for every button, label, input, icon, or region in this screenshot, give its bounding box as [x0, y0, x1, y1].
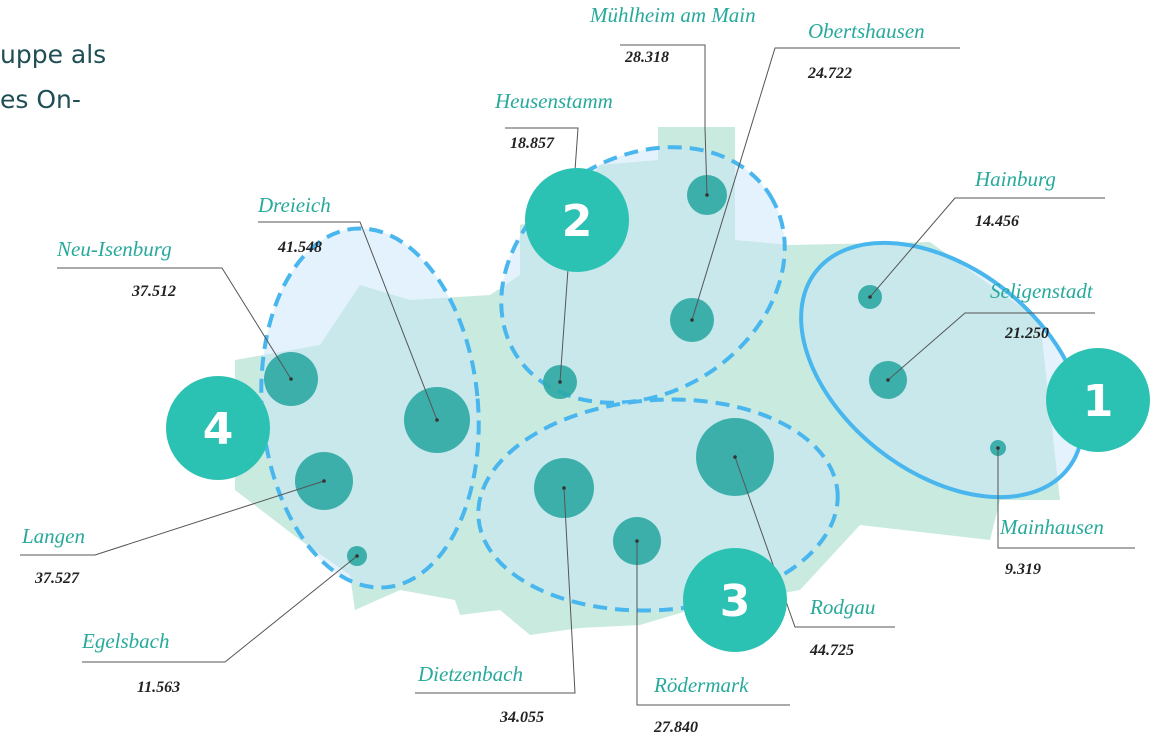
- town-population: 34.055: [499, 709, 544, 726]
- cluster-number: 2: [562, 196, 593, 247]
- cluster-number: 3: [720, 576, 751, 627]
- leader-line: [691, 47, 960, 321]
- leader-line: [869, 197, 1105, 298]
- town-name: Langen: [21, 524, 85, 548]
- cluster-badge: [683, 548, 787, 652]
- leader-line: [258, 221, 438, 421]
- cluster-badge: [525, 168, 629, 272]
- town-name: Dietzenbach: [417, 662, 523, 686]
- town-dot: [868, 295, 872, 299]
- leader-line: [997, 448, 1135, 549]
- town-name: Seligenstadt: [990, 279, 1094, 303]
- cluster-number: 4: [203, 404, 234, 455]
- leader-line: [505, 127, 579, 383]
- town-population: 18.857: [510, 135, 555, 152]
- town-dot: [435, 418, 439, 422]
- cluster-badge: [166, 376, 270, 480]
- intro-line: es On-: [0, 85, 81, 114]
- leader-line: [415, 487, 576, 694]
- town-population: 14.456: [975, 213, 1019, 230]
- town-name: Mainhausen: [999, 515, 1104, 539]
- town-dot: [322, 479, 326, 483]
- leader-line: [887, 312, 1095, 381]
- town-name: Neu-Isenburg: [56, 237, 172, 261]
- town-dot: [886, 378, 890, 382]
- town-population: 41.548: [277, 239, 322, 256]
- town-population: 44.725: [809, 642, 854, 659]
- leader-line: [82, 555, 358, 663]
- town-population: 11.563: [137, 679, 180, 696]
- town-population: 27.840: [653, 719, 698, 734]
- leader-line: [57, 267, 292, 380]
- town-name: Dreieich: [257, 193, 331, 217]
- cluster-badge: [1046, 348, 1150, 452]
- town-population: 37.512: [131, 283, 176, 300]
- town-dot: [690, 318, 694, 322]
- town-name: Hainburg: [974, 167, 1056, 191]
- leader-line: [620, 44, 708, 196]
- town-name: Egelsbach: [81, 629, 169, 653]
- cluster-number: 1: [1083, 376, 1114, 427]
- town-population: 21.250: [1004, 325, 1049, 342]
- town-population: 24.722: [807, 65, 852, 82]
- leader-line: [636, 541, 790, 706]
- town-population: 28.318: [624, 49, 669, 66]
- leader-line: [734, 456, 895, 628]
- town-dot: [558, 380, 562, 384]
- town-dot: [635, 539, 639, 543]
- town-dot: [996, 446, 1000, 450]
- town-population: 37.527: [34, 570, 80, 587]
- town-population: 9.319: [1005, 561, 1041, 578]
- town-name: Mühlheim am Main: [589, 3, 756, 27]
- town-name: Rödermark: [653, 673, 749, 697]
- town-dot: [289, 377, 293, 381]
- leader-line: [20, 480, 325, 556]
- town-name: Heusenstamm: [494, 89, 613, 113]
- town-dot: [733, 455, 737, 459]
- intro-line: uppe als: [0, 40, 106, 69]
- town-dot: [705, 193, 709, 197]
- town-name: Obertshausen: [808, 19, 925, 43]
- town-dot: [355, 554, 359, 558]
- town-name: Rodgau: [809, 595, 875, 619]
- town-dot: [562, 486, 566, 490]
